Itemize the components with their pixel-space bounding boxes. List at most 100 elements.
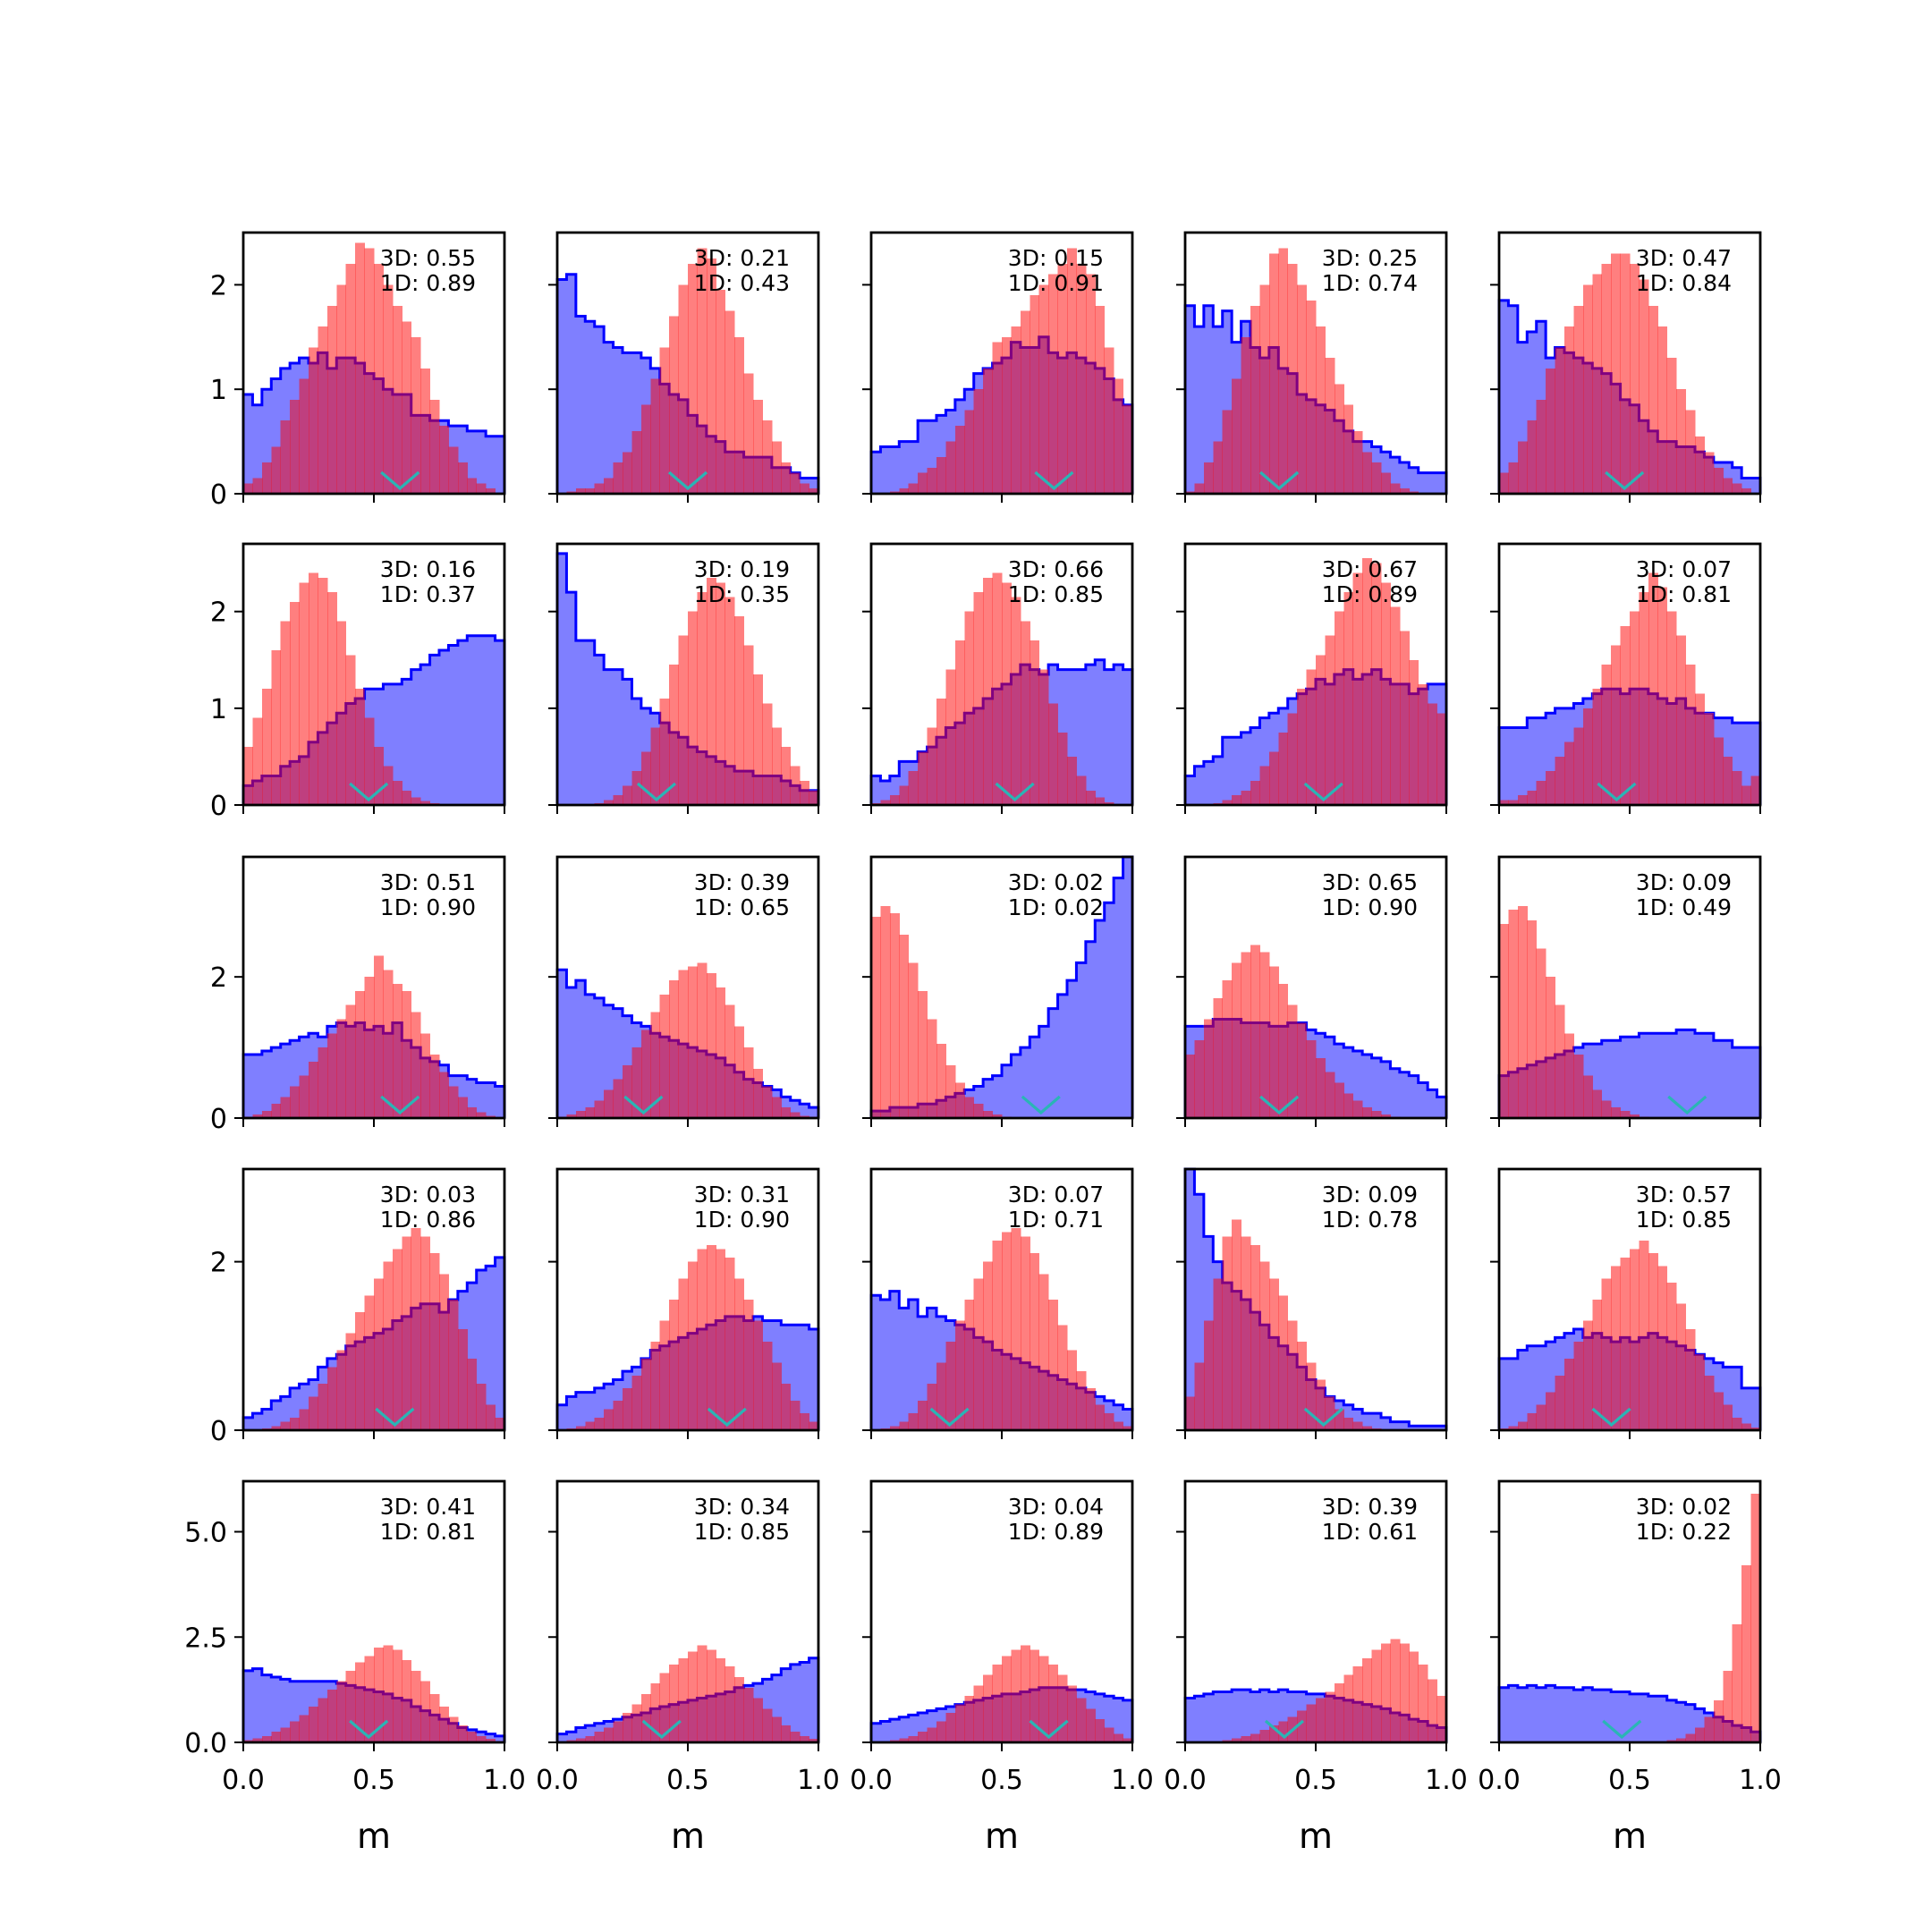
blue-bar — [1067, 669, 1077, 805]
estimate-marker — [1597, 782, 1637, 802]
annotation-3d: 3D: 0.66 — [1008, 556, 1104, 582]
blue-bar — [800, 1104, 810, 1118]
blue-bar — [1750, 1047, 1761, 1118]
red-bar — [1057, 1674, 1068, 1742]
red-bar — [983, 1111, 994, 1118]
blue-bar — [557, 970, 567, 1118]
blue-bar — [781, 1325, 792, 1430]
red-bar — [271, 1426, 282, 1430]
blue-bar — [899, 441, 910, 494]
blue-bar — [1371, 1057, 1382, 1118]
red-bar — [1306, 1704, 1317, 1742]
red-bar — [1057, 264, 1068, 494]
blue-bar — [1592, 1044, 1603, 1118]
red-bar — [318, 1384, 328, 1430]
blue-bar — [252, 404, 263, 494]
red-bar — [448, 1716, 459, 1742]
blue-bar — [1104, 902, 1114, 1118]
estimate-marker — [1029, 1719, 1069, 1740]
red-bar — [326, 1033, 337, 1118]
red-bar — [1362, 452, 1373, 494]
red-bar — [1241, 336, 1251, 494]
red-bar — [1343, 1093, 1354, 1118]
blue-bar — [1114, 877, 1124, 1118]
red-bar — [964, 1696, 975, 1742]
annotation-3d: 3D: 0.09 — [1636, 869, 1732, 895]
blue-bar — [1114, 1698, 1124, 1742]
red-bar — [1114, 1733, 1124, 1742]
red-bar — [1732, 483, 1742, 494]
red-bar — [355, 1662, 366, 1742]
blue-bar — [1657, 1696, 1668, 1742]
x-tick-label: 0.5 — [666, 1765, 709, 1796]
blue-bar — [448, 645, 459, 805]
blue-bar — [790, 1664, 801, 1742]
blue-bar — [1418, 1082, 1428, 1118]
blue-bar — [1555, 1687, 1565, 1742]
red-bar — [1011, 1227, 1021, 1430]
red-bar — [1592, 1089, 1603, 1118]
red-bar — [1527, 790, 1538, 805]
red-bar — [1517, 441, 1528, 494]
red-bar — [299, 582, 309, 805]
blue-bar — [1517, 342, 1528, 494]
red-bar — [983, 368, 994, 494]
annotation-1d: 1D: 0.90 — [694, 1207, 790, 1233]
red-bar — [623, 785, 632, 805]
blue-bar — [1508, 1358, 1519, 1430]
blue-bar — [1185, 1698, 1195, 1742]
blue-bar — [1732, 467, 1742, 494]
red-bar — [1381, 472, 1391, 494]
blue-bar — [927, 1710, 937, 1742]
blue-bar — [871, 1295, 881, 1430]
blue-bar — [889, 1719, 900, 1742]
blue-bar — [927, 420, 937, 494]
blue-bar — [467, 635, 478, 805]
blue-bar — [899, 1308, 910, 1430]
y-tick-label: 2 — [210, 962, 227, 994]
blue-bar — [1676, 1030, 1687, 1118]
red-bar — [318, 1047, 328, 1118]
red-bar — [364, 717, 375, 805]
red-bar — [1194, 483, 1205, 494]
red-bar — [623, 452, 632, 494]
blue-bar — [1418, 1426, 1428, 1430]
y-tick-label: 0 — [210, 791, 227, 822]
red-bar — [688, 264, 698, 494]
red-bar — [1601, 1278, 1612, 1430]
red-bar — [1268, 253, 1279, 494]
red-bar — [1611, 645, 1622, 805]
red-bar — [1695, 693, 1705, 805]
red-bar — [585, 1107, 596, 1118]
blue-bar — [1213, 756, 1224, 805]
red-bar — [1723, 1670, 1733, 1742]
red-bar — [899, 1738, 910, 1742]
red-bar — [1316, 1698, 1326, 1742]
red-bar — [1723, 478, 1733, 494]
annotation-1d: 1D: 0.90 — [380, 894, 476, 920]
red-bar — [1352, 572, 1363, 805]
blue-bar — [1095, 1693, 1106, 1742]
blue-bar — [1123, 669, 1133, 805]
blue-bar — [1104, 669, 1114, 805]
red-bar — [392, 984, 402, 1118]
red-bar — [355, 1312, 366, 1430]
red-bar — [623, 1064, 632, 1118]
red-bar — [392, 305, 402, 494]
red-bar — [1741, 785, 1752, 805]
red-bar — [280, 1727, 291, 1742]
blue-bar — [623, 679, 632, 805]
red-bar — [1546, 977, 1556, 1118]
y-tick-label: 2 — [210, 1248, 227, 1279]
red-bar — [1250, 945, 1260, 1118]
x-axis-label: m — [1613, 1817, 1647, 1857]
blue-bar — [880, 446, 891, 494]
blue-bar — [1343, 1047, 1354, 1118]
blue-bar — [495, 436, 505, 494]
red-bar — [1508, 800, 1519, 805]
red-bar — [467, 1107, 478, 1118]
red-bar — [1203, 1019, 1214, 1118]
red-bar — [1685, 1328, 1696, 1430]
red-bar — [243, 483, 253, 494]
